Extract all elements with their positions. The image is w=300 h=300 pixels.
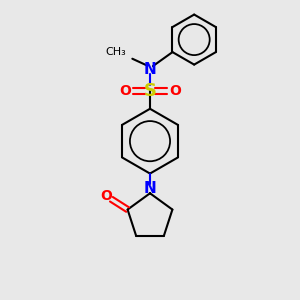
Text: N: N [144,61,156,76]
Text: CH₃: CH₃ [105,47,126,57]
Text: O: O [100,189,112,203]
Text: O: O [169,84,181,98]
Text: S: S [143,82,157,100]
Text: N: N [144,182,156,196]
Text: O: O [119,84,131,98]
